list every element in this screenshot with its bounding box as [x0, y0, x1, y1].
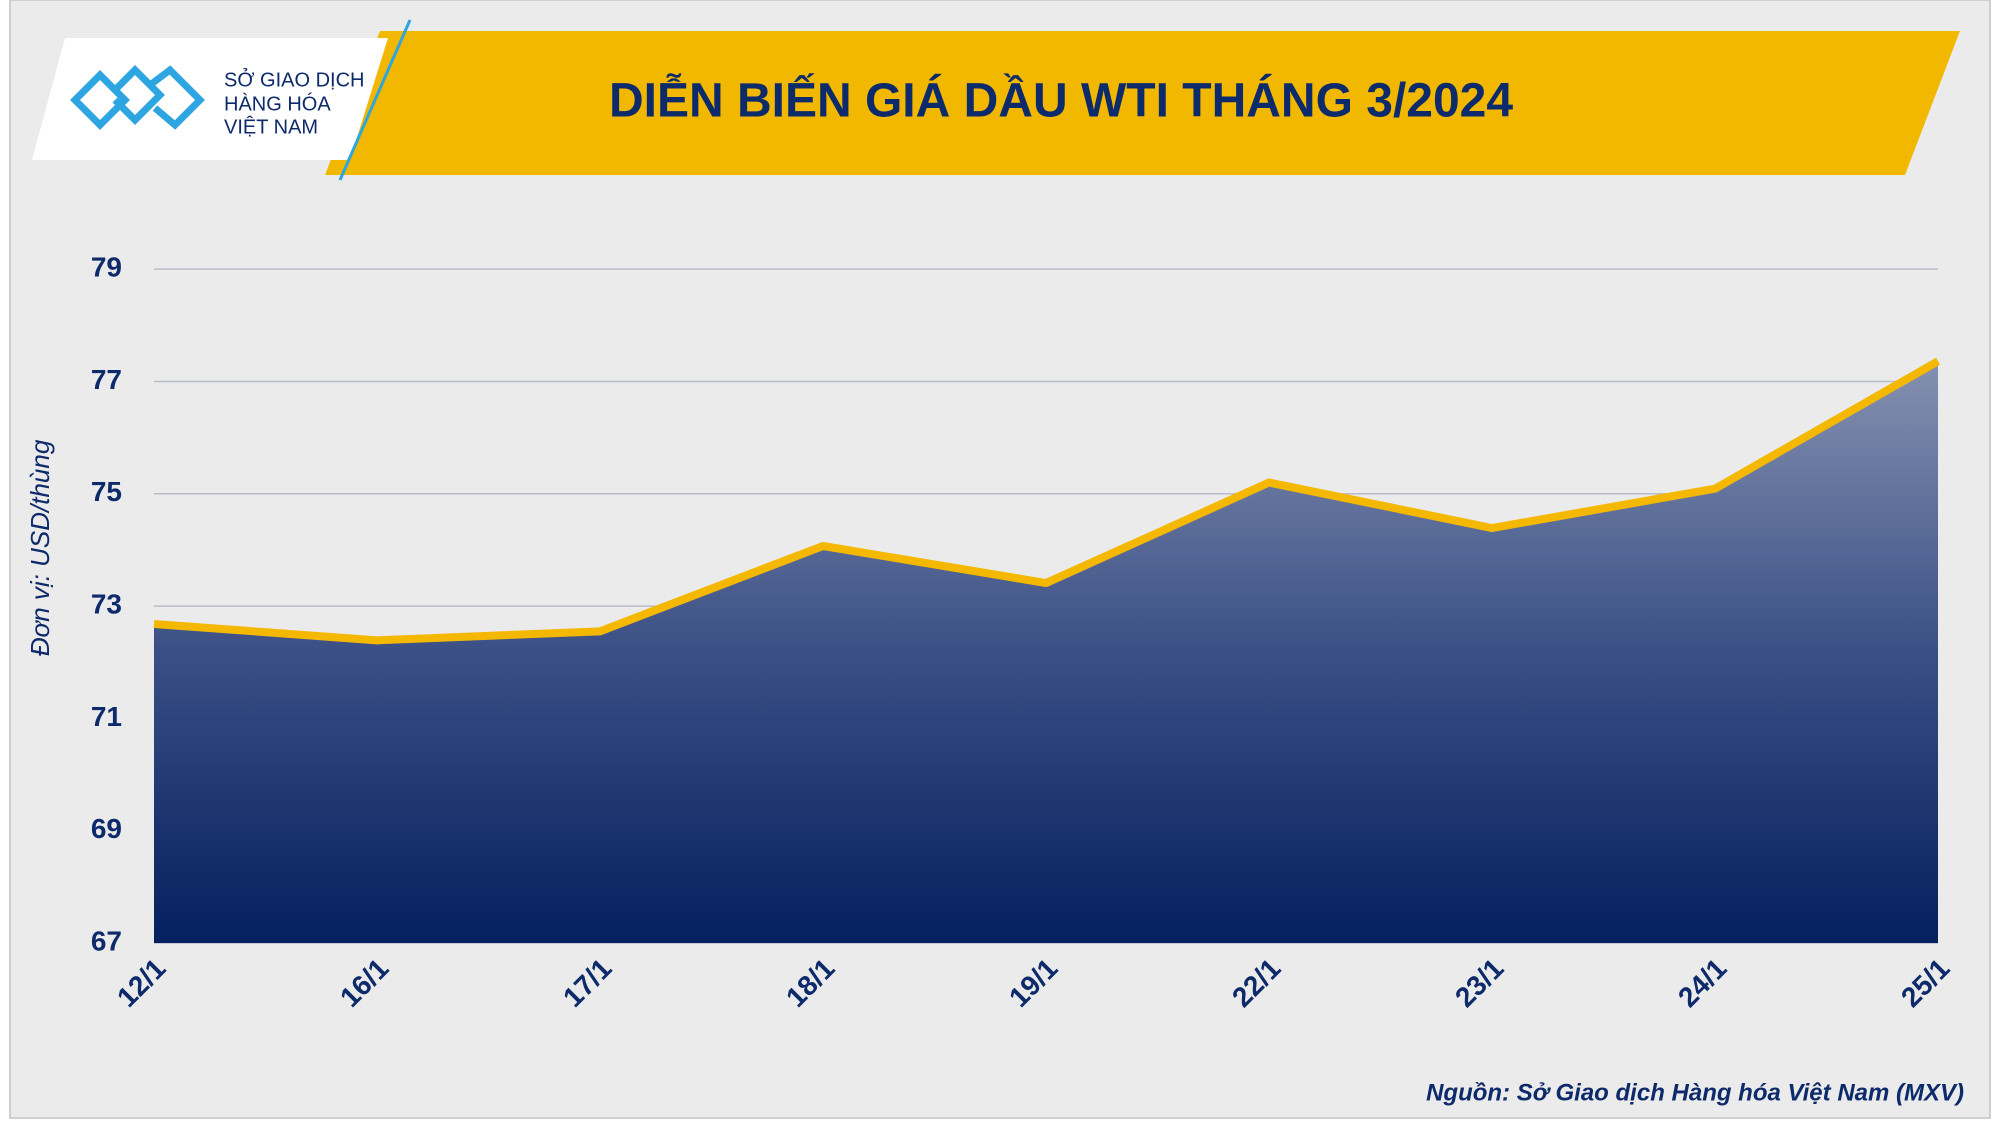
logo-accent: [338, 19, 412, 181]
line: [153, 357, 1940, 645]
chart-title: DIỄN BIẾN GIÁ DẦU WTI THÁNG 3/2024: [609, 74, 1513, 128]
y-tick-label: 75: [91, 476, 122, 507]
y-tick-label: 77: [91, 364, 122, 395]
header-banner: [325, 31, 1960, 175]
logo-text: VIỆT NAM: [224, 115, 318, 138]
y-axis-title: Đơn vị: USD/thùng: [25, 439, 55, 656]
y-tick-label: 69: [91, 813, 122, 844]
y-tick-label: 73: [91, 588, 122, 619]
logo-box: [32, 38, 388, 160]
y-tick-label: 79: [91, 252, 122, 283]
logo-text: HÀNG HÓA: [224, 92, 331, 115]
y-tick-label: 71: [91, 701, 122, 732]
source-note: Nguồn: Sở Giao dịch Hàng hóa Việt Nam (M…: [1426, 1079, 1964, 1106]
logo-mark: [70, 65, 205, 130]
logo-text: SỞ GIAO DỊCH: [224, 67, 365, 91]
area: [154, 361, 1938, 943]
y-tick-label: 67: [91, 925, 122, 956]
